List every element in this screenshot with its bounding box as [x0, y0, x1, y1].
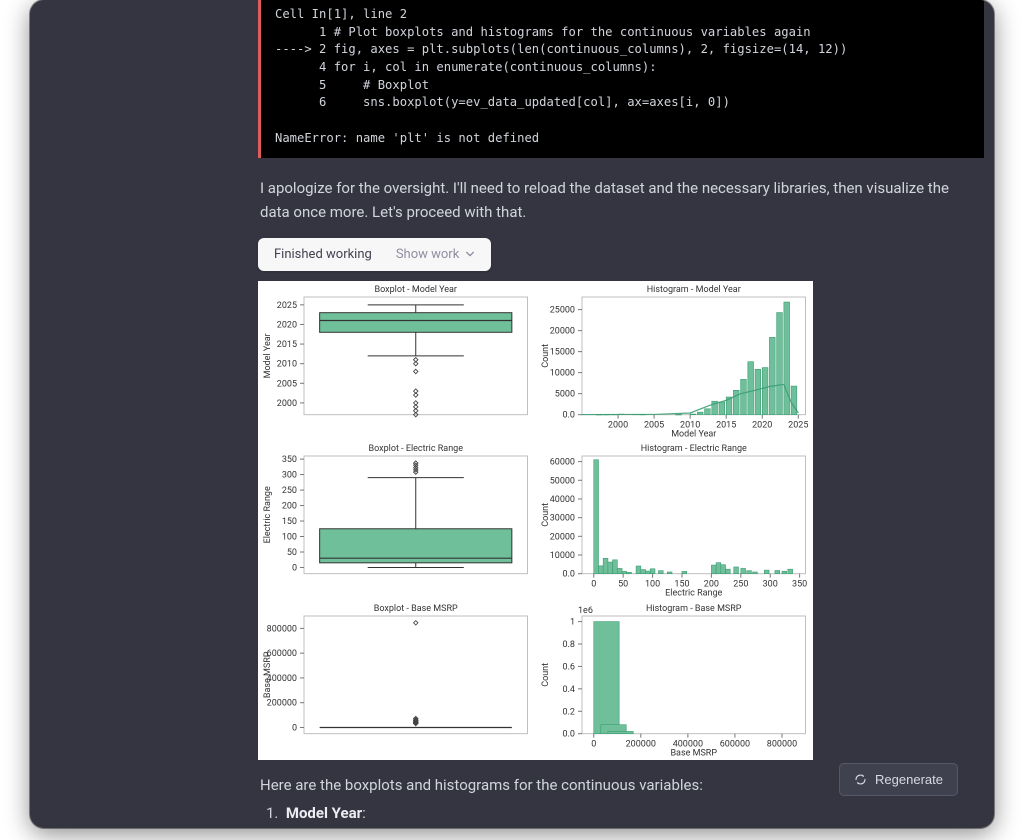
- error-traceback: Cell In[1], line 2 1 # Plot boxplots and…: [258, 0, 984, 158]
- code-line: NameError: name 'plt' is not defined: [275, 131, 539, 145]
- svg-text:2025: 2025: [788, 420, 808, 430]
- svg-text:300: 300: [762, 580, 777, 590]
- svg-text:Count: Count: [541, 663, 551, 687]
- svg-text:100: 100: [282, 533, 297, 543]
- svg-text:2015: 2015: [716, 420, 736, 430]
- boxplot-panel: 0200000400000600000800000Base MSRPBoxplo…: [258, 600, 536, 760]
- work-status-pill[interactable]: Finished working Show work: [258, 238, 491, 271]
- chat-column: Cell In[1], line 2 1 # Plot boxplots and…: [258, 0, 984, 828]
- show-work-toggle[interactable]: Show work: [396, 247, 475, 262]
- svg-text:Histogram - Electric Range: Histogram - Electric Range: [640, 444, 746, 454]
- svg-text:2015: 2015: [277, 340, 297, 350]
- svg-text:25000: 25000: [549, 305, 574, 315]
- svg-text:2005: 2005: [277, 379, 297, 389]
- svg-text:50: 50: [287, 548, 297, 558]
- svg-text:150: 150: [282, 517, 297, 527]
- svg-text:200000: 200000: [625, 739, 655, 749]
- svg-text:15000: 15000: [549, 347, 574, 357]
- boxplot-panel: 2000 2005 2010 2015 2020 2025 Model Year Boxplo…: [258, 281, 536, 441]
- code-line: 1 # Plot boxplots and histograms for the…: [275, 25, 811, 39]
- svg-text:0.2: 0.2: [562, 707, 575, 717]
- svg-text:0.0: 0.0: [562, 729, 575, 739]
- svg-text:0: 0: [591, 739, 596, 749]
- svg-text:20000: 20000: [549, 326, 574, 336]
- assistant-message: I apologize for the oversight. I'll need…: [260, 176, 980, 224]
- code-line: 4 for i, col in enumerate(continuous_col…: [275, 60, 657, 74]
- svg-text:Model Year: Model Year: [263, 333, 273, 378]
- ordered-list: 1. Model Year:: [266, 804, 984, 822]
- svg-text:Boxplot - Base MSRP: Boxplot - Base MSRP: [374, 604, 458, 614]
- chevron-down-icon: [465, 249, 475, 259]
- svg-text:2020: 2020: [277, 320, 297, 330]
- boxplot-panel: 0 50 100 150 200 250 300 350 Electric Range Boxpl…: [258, 440, 536, 600]
- histogram-panel: 2000200520102015202020250.05000100001500…: [536, 281, 814, 441]
- plot-grid: 200020052010201520202025Model YearBoxplo…: [258, 281, 813, 760]
- svg-text:0: 0: [292, 564, 297, 574]
- svg-text:200: 200: [282, 502, 297, 512]
- svg-text:200000: 200000: [267, 699, 297, 709]
- svg-text:0.0: 0.0: [562, 570, 575, 580]
- histogram-panel: 02000004000006000008000000.00.20.40.60.8…: [536, 600, 814, 760]
- svg-text:50000: 50000: [549, 476, 574, 486]
- svg-text:1: 1: [569, 617, 574, 627]
- code-line: ----> 2 fig, axes = plt.subplots(len(con…: [275, 42, 847, 56]
- app-frame: Cell In[1], line 2 1 # Plot boxplots and…: [30, 0, 994, 828]
- list-item-label: Model Year: [286, 804, 362, 822]
- svg-text:2010: 2010: [277, 359, 297, 369]
- status-label: Finished working: [274, 247, 372, 262]
- svg-text:5000: 5000: [554, 389, 574, 399]
- svg-text:2000: 2000: [277, 398, 297, 408]
- regenerate-button[interactable]: Regenerate: [839, 763, 958, 796]
- svg-text:10000: 10000: [549, 551, 574, 561]
- svg-text:800000: 800000: [267, 624, 297, 634]
- svg-text:30000: 30000: [549, 514, 574, 524]
- svg-text:Histogram - Base MSRP: Histogram - Base MSRP: [646, 604, 742, 614]
- code-line: Cell In[1], line 2: [275, 7, 407, 21]
- svg-text:20000: 20000: [549, 532, 574, 542]
- svg-text:350: 350: [792, 580, 807, 590]
- svg-text:2005: 2005: [643, 420, 663, 430]
- svg-text:2020: 2020: [752, 420, 772, 430]
- svg-text:350: 350: [282, 455, 297, 465]
- svg-text:60000: 60000: [549, 458, 574, 468]
- svg-text:Base MSRP: Base MSRP: [670, 748, 717, 758]
- svg-text:0.0: 0.0: [562, 410, 575, 420]
- refresh-icon: [854, 773, 867, 786]
- svg-text:Electric Range: Electric Range: [263, 486, 273, 543]
- svg-text:Model Year: Model Year: [671, 429, 716, 439]
- svg-text:0.6: 0.6: [562, 662, 575, 672]
- svg-text:0: 0: [591, 580, 596, 590]
- svg-text:Count: Count: [541, 503, 551, 527]
- svg-text:2000: 2000: [607, 420, 627, 430]
- svg-text:0.8: 0.8: [562, 640, 575, 650]
- svg-text:600000: 600000: [719, 739, 749, 749]
- svg-text:Base MSRP: Base MSRP: [263, 651, 273, 698]
- svg-text:Boxplot - Electric Range: Boxplot - Electric Range: [368, 444, 463, 454]
- svg-text:50: 50: [618, 580, 628, 590]
- svg-text:Boxplot - Model Year: Boxplot - Model Year: [375, 285, 457, 295]
- svg-text:2025: 2025: [277, 300, 297, 310]
- svg-text:Electric Range: Electric Range: [665, 589, 722, 599]
- svg-text:0: 0: [292, 723, 297, 733]
- svg-text:0.4: 0.4: [562, 685, 575, 695]
- code-line: 6 sns.boxplot(y=ev_data_updated[col], ax…: [275, 95, 730, 109]
- svg-text:250: 250: [733, 580, 748, 590]
- svg-text:800000: 800000: [766, 739, 796, 749]
- svg-text:Histogram - Model Year: Histogram - Model Year: [646, 285, 740, 295]
- svg-text:250: 250: [282, 486, 297, 496]
- svg-text:100: 100: [644, 580, 659, 590]
- histogram-panel: 0501001502002503003500.01000020000300004…: [536, 440, 814, 600]
- svg-text:40000: 40000: [549, 495, 574, 505]
- svg-text:1e6: 1e6: [578, 606, 593, 616]
- svg-text:300: 300: [282, 471, 297, 481]
- svg-text:10000: 10000: [549, 368, 574, 378]
- show-work-label: Show work: [396, 247, 459, 262]
- svg-text:Count: Count: [541, 343, 551, 367]
- code-line: 5 # Boxplot: [275, 78, 429, 92]
- regenerate-label: Regenerate: [875, 772, 943, 787]
